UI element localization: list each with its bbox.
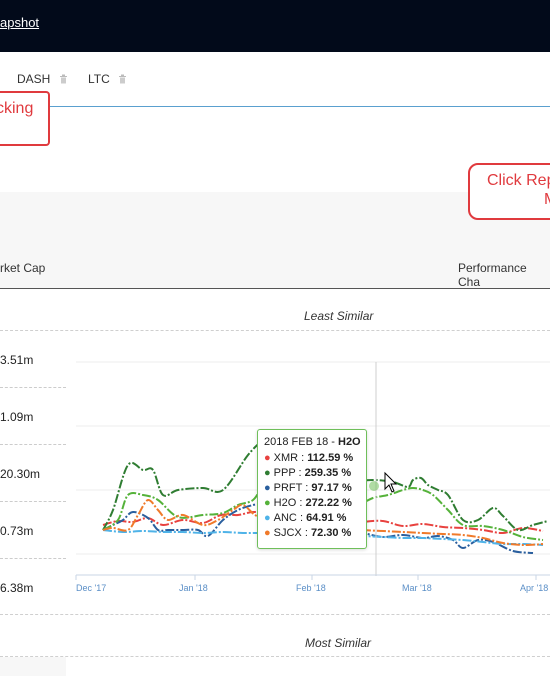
- tooltip-series-value: 259.35 %: [304, 467, 352, 479]
- most-similar-caption: Most Similar: [305, 636, 372, 650]
- series-line-h2o[interactable]: [102, 466, 544, 541]
- x-tick-label: Feb '18: [296, 583, 326, 593]
- market-cap-cell: [0, 657, 66, 676]
- tooltip-row: ● PPP : 259.35 %: [264, 467, 352, 479]
- top-bar: apshot: [0, 0, 550, 52]
- table-header-band: [0, 192, 550, 288]
- series-dot-icon: ●: [264, 452, 271, 464]
- callout-line-1: Click Rep: [487, 172, 550, 189]
- tab-ltc-label: LTC: [88, 72, 110, 86]
- tracking-callout: cking: [0, 91, 50, 146]
- tooltip-separator: -: [328, 436, 338, 448]
- snapshot-link[interactable]: apshot: [0, 15, 40, 30]
- least-similar-caption: Least Similar: [304, 309, 374, 323]
- row-separator: [0, 330, 550, 332]
- tooltip-series-name: ANC: [273, 512, 297, 524]
- tooltip-title: 2018 FEB 18 - H2O: [264, 436, 361, 448]
- series-dot-icon: ●: [264, 512, 271, 524]
- tooltip-row: ● H2O : 272.22 %: [264, 497, 352, 509]
- tooltip-series-value: 112.59 %: [307, 452, 354, 464]
- market-cap-value: 6.38m: [0, 581, 34, 595]
- cap-divider: [0, 558, 66, 559]
- cap-divider: [0, 387, 66, 388]
- tooltip-series-value: 272.22 %: [305, 497, 352, 509]
- tooltip-series-name: PPP: [273, 467, 296, 479]
- tooltip-series-value: 72.30 %: [310, 527, 352, 539]
- tracking-callout-text: cking: [0, 100, 34, 117]
- series-dot-icon: ●: [264, 467, 271, 479]
- tooltip-date: 2018 FEB 18: [264, 436, 329, 448]
- chart-tooltip: 2018 FEB 18 - H2O ● XMR : 112.59 % ● PPP :…: [257, 429, 367, 549]
- click-report-callout[interactable]: Click Rep M: [468, 163, 550, 220]
- tooltip-row: ● SJCX : 72.30 %: [264, 527, 352, 539]
- tooltip-row: ● PRFT : 97.17 %: [264, 482, 352, 494]
- market-cap-value: 0.73m: [0, 524, 34, 538]
- trash-icon[interactable]: [118, 74, 127, 84]
- tooltip-series-value: 64.91 %: [306, 512, 347, 524]
- coin-tabs: DASH LTC: [0, 52, 550, 107]
- market-cap-value: 3.51m: [0, 353, 34, 367]
- cap-divider: [0, 444, 66, 445]
- market-cap-column: [0, 331, 66, 614]
- tab-ltc[interactable]: LTC: [88, 72, 127, 86]
- tooltip-series-name: H2O: [273, 497, 297, 509]
- cap-divider: [0, 501, 66, 502]
- series-line-anc[interactable]: [102, 529, 544, 546]
- tooltip-series-value: 97.17 %: [311, 482, 352, 494]
- callout-line-2: M: [544, 191, 550, 209]
- tooltip-row: ● ANC : 64.91 %: [264, 512, 347, 524]
- performance-chart-header[interactable]: Performance Cha: [458, 261, 527, 289]
- tooltip-focus: H2O: [338, 436, 361, 448]
- tab-dash-label: DASH: [17, 72, 51, 86]
- tooltip-series-name: XMR: [273, 452, 299, 464]
- tooltip-series-name: PRFT: [273, 482, 303, 494]
- trash-icon[interactable]: [59, 74, 68, 84]
- series-dot-icon: ●: [264, 482, 271, 494]
- tab-dash[interactable]: DASH: [17, 72, 68, 86]
- series-dot-icon: ●: [264, 497, 271, 509]
- x-tick-label: Apr '18: [520, 583, 549, 593]
- mouse-cursor-icon: [384, 471, 398, 493]
- x-tick-label: Mar '18: [402, 583, 432, 593]
- tooltip-row: ● XMR : 112.59 %: [264, 452, 354, 464]
- x-tick-label: Jan '18: [179, 583, 208, 593]
- row-separator: [0, 614, 550, 616]
- market-cap-header[interactable]: rket Cap: [0, 261, 46, 275]
- header-divider: [0, 288, 550, 289]
- row-separator: [0, 656, 550, 658]
- market-cap-value: 1.09m: [0, 410, 34, 424]
- hover-marker: [369, 481, 379, 491]
- tooltip-series-name: SJCX: [273, 527, 302, 539]
- series-dot-icon: ●: [264, 527, 271, 539]
- market-cap-value: 20.30m: [0, 467, 41, 481]
- x-tick-label: Dec '17: [76, 583, 107, 593]
